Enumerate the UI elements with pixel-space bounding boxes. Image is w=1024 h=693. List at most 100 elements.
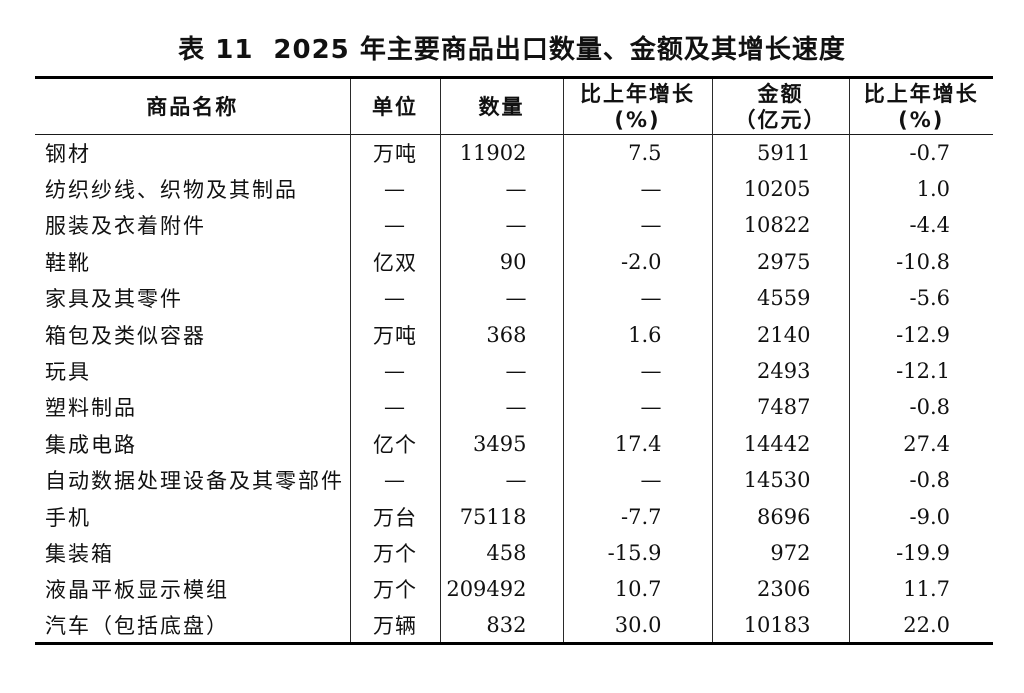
commodity-name-cell: 液晶平板显示模组 (45, 578, 229, 603)
commodity-name-cell: 家具及其零件 (45, 287, 183, 312)
amount-cell: 4559 (711, 280, 849, 317)
header-quantity-growth-line1: 比上年增长 (580, 81, 695, 106)
quantity-growth-cell: -7.7 (562, 498, 712, 535)
table-number: 表 11 (178, 35, 254, 65)
export-commodities-table: 商品名称 单位 数量 比上年增长 (%) 金额 （亿元） 比上年增长 (%) 钢… (35, 76, 993, 646)
unit-cell: 亿双 (349, 243, 440, 281)
header-quantity-growth: 比上年增长 (%) (562, 77, 712, 135)
quantity-growth-cell: 10.7 (562, 571, 712, 608)
amount-growth-cell: -4.4 (848, 207, 993, 244)
quantity-growth-cell: 7.5 (562, 134, 712, 171)
amount-cell: 7487 (711, 389, 849, 426)
table-row: 自动数据处理设备及其零部件 — — —14530 -0.8 (35, 462, 993, 499)
unit-cell: — (349, 170, 440, 208)
header-quantity-growth-line2: (%) (614, 107, 661, 132)
header-amount-line1: 金额 (757, 81, 804, 106)
commodity-name-cell: 纺织纱线、织物及其制品 (45, 178, 298, 203)
amount-growth-cell: -5.6 (848, 280, 993, 317)
quantity-growth-cell: -2.0 (562, 243, 712, 281)
commodity-name-cell: 玩具 (45, 360, 91, 385)
amount-cell: 10822 (711, 207, 849, 244)
table-row: 服装及衣着附件 — — —10822 -4.4 (35, 207, 993, 244)
table-row: 家具及其零件 — — —4559 -5.6 (35, 280, 993, 317)
amount-cell: 10205 (711, 170, 849, 208)
amount-growth-cell: 1.0 (848, 170, 993, 208)
unit-cell: — (349, 462, 440, 499)
amount-cell: 5911 (711, 134, 849, 171)
header-row: 商品名称 单位 数量 比上年增长 (%) 金额 （亿元） 比上年增长 (%) (35, 77, 993, 135)
quantity-growth-cell: 1.6 (562, 316, 712, 353)
commodity-name-cell: 集装箱 (45, 541, 114, 566)
quantity-growth-cell: — (562, 352, 712, 390)
amount-cell: 14530 (711, 462, 849, 499)
amount-growth-cell: -9.0 (848, 498, 993, 535)
amount-growth-cell: -19.9 (848, 534, 993, 572)
header-quantity: 数量 (439, 77, 563, 135)
commodity-name-cell: 鞋靴 (45, 250, 91, 275)
unit-cell: — (349, 389, 440, 426)
header-commodity-name: 商品名称 (146, 94, 239, 119)
amount-cell: 2306 (711, 571, 849, 608)
amount-growth-cell: 22.0 (848, 607, 993, 644)
table-row: 箱包及类似容器 万吨 368 1.6 2140 -12.9 (35, 316, 993, 353)
quantity-cell: — (439, 170, 563, 208)
commodity-name-cell: 服装及衣着附件 (45, 214, 206, 239)
quantity-growth-cell: 30.0 (562, 607, 712, 644)
amount-cell: 14442 (711, 425, 849, 463)
quantity-growth-cell: — (562, 389, 712, 426)
amount-growth-cell: -12.9 (848, 316, 993, 353)
amount-cell: 972 (711, 534, 849, 572)
amount-cell: 10183 (711, 607, 849, 644)
quantity-cell: 3495 (439, 425, 563, 463)
table-row: 液晶平板显示模组 万个 209492 10.7 2306 11.7 (35, 571, 993, 608)
quantity-cell: 458 (439, 534, 563, 572)
unit-cell: — (349, 280, 440, 317)
amount-growth-cell: 27.4 (848, 425, 993, 463)
table-row: 玩具 — — —2493 -12.1 (35, 352, 993, 390)
unit-cell: — (349, 207, 440, 244)
amount-growth-cell: -10.8 (848, 243, 993, 281)
header-amount-growth-line2: (%) (898, 107, 945, 132)
commodity-name-cell: 手机 (45, 505, 91, 530)
unit-cell: 万个 (349, 534, 440, 572)
amount-cell: 8696 (711, 498, 849, 535)
amount-cell: 2493 (711, 352, 849, 390)
quantity-cell: 368 (439, 316, 563, 353)
commodity-name-cell: 钢材 (45, 141, 91, 166)
quantity-cell: — (439, 352, 563, 390)
quantity-cell: — (439, 462, 563, 499)
quantity-growth-cell: — (562, 170, 712, 208)
table-row: 钢材 万吨 11902 7.5 5911 -0.7 (35, 134, 993, 171)
unit-cell: 万吨 (349, 134, 440, 171)
quantity-cell: 209492 (439, 571, 563, 608)
quantity-cell: 11902 (439, 134, 563, 171)
unit-cell: 万台 (349, 498, 440, 535)
quantity-cell: 832 (439, 607, 563, 644)
unit-cell: 万个 (349, 571, 440, 608)
amount-growth-cell: -0.7 (848, 134, 993, 171)
amount-cell: 2140 (711, 316, 849, 353)
quantity-cell: — (439, 280, 563, 317)
table-row: 集装箱 万个 458 -15.9 972 -19.9 (35, 534, 993, 572)
title-text: 2025 年主要商品出口数量、金额及其增长速度 (273, 35, 846, 65)
quantity-cell: 90 (439, 243, 563, 281)
unit-cell: 万辆 (349, 607, 440, 644)
table-row: 鞋靴 亿双 90 -2.0 2975 -10.8 (35, 243, 993, 281)
quantity-growth-cell: -15.9 (562, 534, 712, 572)
document-title: 表 11 2025 年主要商品出口数量、金额及其增长速度 (33, 33, 991, 67)
table-row: 塑料制品 — — —7487 -0.8 (35, 389, 993, 426)
amount-growth-cell: 11.7 (848, 571, 993, 608)
commodity-name-cell: 箱包及类似容器 (45, 323, 206, 348)
header-amount-growth: 比上年增长 (%) (848, 77, 993, 135)
amount-growth-cell: -12.1 (848, 352, 993, 390)
unit-cell: 亿个 (349, 425, 440, 463)
commodity-name-cell: 塑料制品 (45, 396, 137, 421)
quantity-cell: 75118 (439, 498, 563, 535)
table-header: 商品名称 单位 数量 比上年增长 (%) 金额 （亿元） 比上年增长 (%) (35, 77, 993, 135)
header-amount-growth-line1: 比上年增长 (863, 81, 979, 106)
commodity-name-cell: 自动数据处理设备及其零部件 (45, 469, 344, 494)
commodity-name-cell: 集成电路 (45, 432, 137, 457)
header-amount-line2: （亿元） (734, 107, 827, 132)
amount-cell: 2975 (711, 243, 849, 281)
quantity-growth-cell: — (562, 207, 712, 244)
